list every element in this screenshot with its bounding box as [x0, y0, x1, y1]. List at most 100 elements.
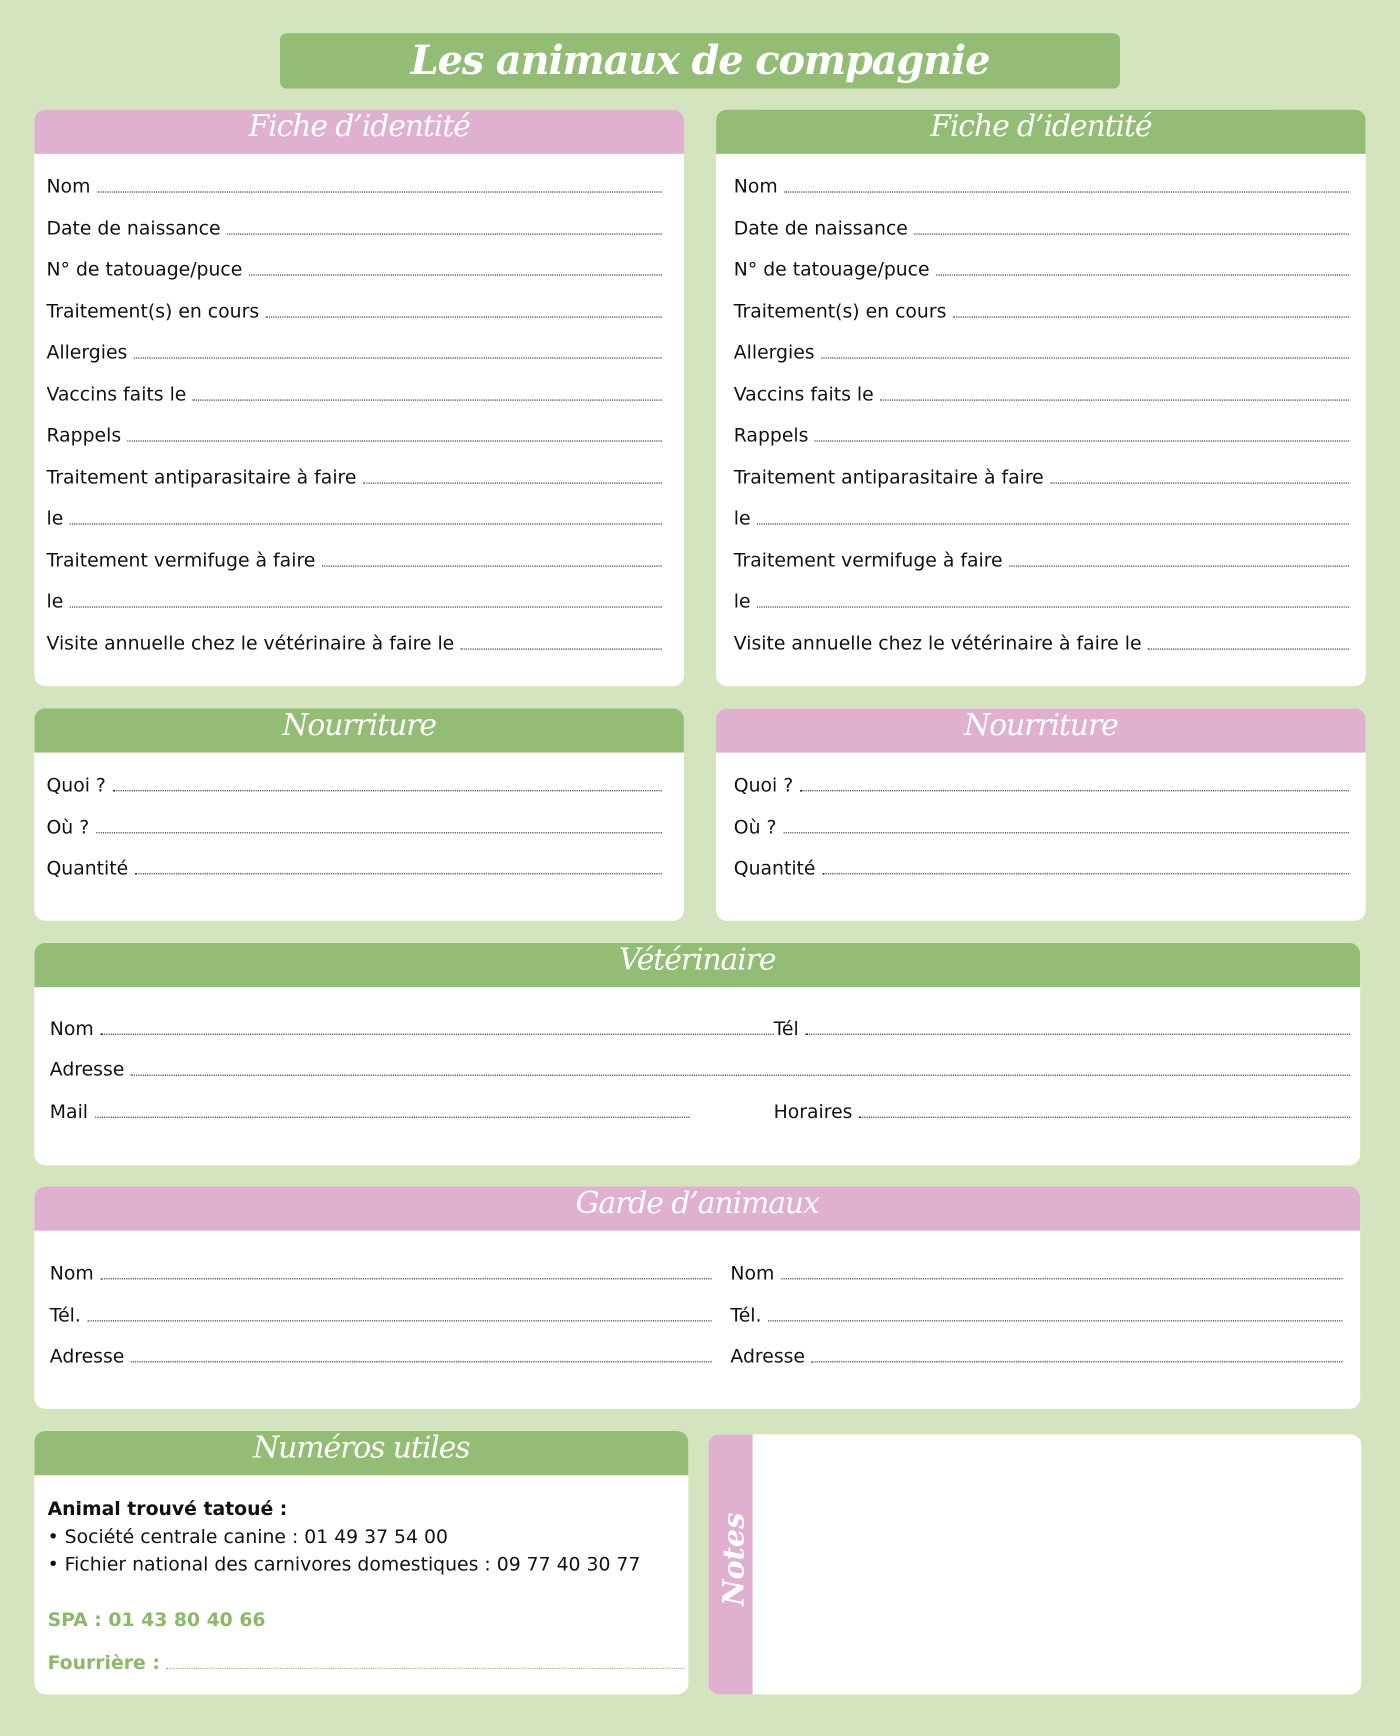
dotted-line [363, 481, 662, 484]
vet-mail-field[interactable]: Mail [50, 1099, 690, 1123]
field-label: Mail [49, 1101, 89, 1124]
dotted-line [112, 790, 662, 792]
dotted-line [69, 606, 662, 608]
dotted-line [193, 398, 662, 401]
form-field[interactable]: Allergies [46, 340, 662, 364]
form-field[interactable]: Visite annuelle chez le vétérinaire à fa… [46, 630, 662, 655]
field-label: Date de naissance [733, 217, 908, 240]
dotted-line [784, 191, 1350, 193]
dotted-line [95, 831, 662, 833]
field-label: Où ? [46, 816, 90, 839]
garde-heading: Garde d’animaux [34, 1186, 1361, 1231]
form-field[interactable]: Quoi ? [733, 772, 1350, 797]
form-field[interactable]: Nom [733, 174, 1350, 199]
form-field[interactable]: Quantité [734, 855, 1350, 880]
form-field[interactable]: Nom [50, 1261, 712, 1285]
field-label: Date de naissance [46, 217, 221, 240]
field-label: Vaccins faits le [46, 383, 187, 406]
form-field[interactable]: le [46, 506, 662, 530]
dotted-line [97, 191, 662, 193]
field-label: Traitement vermifuge à faire [46, 549, 316, 572]
field-label: N° de tatouage/puce [733, 258, 930, 282]
field-label: Traitement antiparasitaire à faire [46, 466, 357, 489]
form-field[interactable]: N° de tatouage/puce [46, 257, 662, 282]
form-field[interactable]: Traitement antiparasitaire à faire [733, 464, 1350, 489]
form-field[interactable]: Adresse [50, 1344, 712, 1368]
field-label: Traitement antiparasitaire à faire [733, 466, 1044, 489]
field-label: Tél. [49, 1304, 81, 1327]
nourriture-heading: Nourriture [716, 708, 1366, 753]
form-field[interactable]: Rappels [734, 423, 1350, 447]
dotted-line [880, 398, 1350, 401]
fiche-heading: Fiche d’identité [34, 109, 684, 154]
field-label: le [733, 507, 751, 531]
page-title: Les animaux de compagnie [280, 33, 1121, 89]
field-label: Quoi ? [733, 774, 794, 797]
form-field[interactable]: le [733, 506, 1350, 531]
field-label: Vaccins faits le [733, 383, 874, 406]
nourriture-left: Nourriture Quoi ? Où ? Quantité [34, 708, 684, 921]
field-label: Tél. [730, 1304, 762, 1327]
dotted-line [936, 274, 1350, 276]
form-field[interactable]: Nom [730, 1261, 1343, 1285]
scc-phone: • Société centrale canine : 01 49 37 54 … [47, 1526, 448, 1549]
form-field[interactable]: Adresse [730, 1344, 1343, 1368]
veterinaire-section: Vétérinaire Nom Tél Adresse Mail Horaire… [34, 942, 1361, 1166]
dotted-line [859, 1116, 1351, 1118]
dotted-line [783, 831, 1350, 833]
dotted-line [805, 1033, 1351, 1035]
vet-adresse-field[interactable]: Adresse [49, 1057, 1351, 1082]
dotted-line [321, 564, 662, 567]
vet-tel-field[interactable]: Tél [774, 1016, 1351, 1040]
form-field[interactable]: Rappels [46, 423, 662, 448]
form-field[interactable]: Traitement vermifuge à faire [46, 547, 662, 572]
dotted-line [100, 1033, 774, 1035]
dotted-line [757, 523, 1350, 525]
dotted-line [134, 873, 662, 875]
field-label: Traitement vermifuge à faire [733, 549, 1003, 572]
form-field[interactable]: Traitement(s) en cours [734, 298, 1350, 323]
form-field[interactable]: N° de tatouage/puce [733, 257, 1350, 282]
form-field[interactable]: Traitement(s) en cours [46, 298, 662, 323]
form-field[interactable]: le [46, 589, 662, 613]
vet-horaires-field[interactable]: Horaires [774, 1099, 1351, 1123]
form-field[interactable]: Quantité [46, 855, 662, 880]
nourriture-right: Nourriture Quoi ? Où ? Quantité [716, 708, 1366, 921]
dotted-line [757, 606, 1350, 608]
field-label: Adresse [49, 1345, 125, 1368]
notes-area[interactable]: Notes [708, 1434, 1362, 1695]
field-label: Où ? [733, 816, 777, 839]
field-label: Visite annuelle chez le vétérinaire à fa… [733, 632, 1142, 655]
form-field[interactable]: le [733, 589, 1350, 614]
fichier-national-phone: • Fichier national des carnivores domest… [47, 1553, 641, 1576]
form-field[interactable]: Traitement vermifuge à faire [733, 547, 1350, 572]
form-field[interactable]: Date de naissance [733, 215, 1350, 240]
field-label: Adresse [49, 1059, 125, 1082]
dotted-line [133, 357, 662, 359]
field-label: Nom [733, 175, 778, 199]
form-field[interactable]: Tél. [50, 1302, 712, 1326]
form-field[interactable]: Allergies [733, 340, 1350, 365]
form-field[interactable]: Visite annuelle chez le vétérinaire à fa… [733, 630, 1350, 655]
dotted-line [768, 1319, 1343, 1321]
field-label: N° de tatouage/puce [46, 258, 243, 282]
form-field[interactable]: Vaccins faits le [733, 381, 1350, 406]
vet-nom-field[interactable]: Nom [50, 1016, 774, 1040]
field-label: Traitement(s) en cours [46, 300, 260, 323]
form-field[interactable]: Nom [46, 174, 662, 198]
form-field[interactable]: Vaccins faits le [46, 381, 662, 406]
field-label: le [733, 590, 751, 614]
field-label: Nom [730, 1262, 775, 1285]
form-field[interactable]: Quoi ? [46, 772, 662, 797]
dotted-line [166, 1667, 684, 1669]
nourriture-heading: Nourriture [34, 708, 684, 753]
field-label: Allergies [733, 341, 815, 365]
form-field[interactable]: Où ? [46, 814, 662, 839]
form-field[interactable]: Tél. [730, 1302, 1343, 1327]
form-field[interactable]: Date de naissance [46, 215, 662, 240]
field-label: Quoi ? [46, 774, 106, 797]
form-field[interactable]: Traitement antiparasitaire à faire [46, 464, 662, 489]
form-field[interactable]: Où ? [733, 814, 1350, 839]
field-label: Rappels [46, 424, 122, 448]
fourriere-field[interactable]: Fourrière : [48, 1650, 684, 1674]
